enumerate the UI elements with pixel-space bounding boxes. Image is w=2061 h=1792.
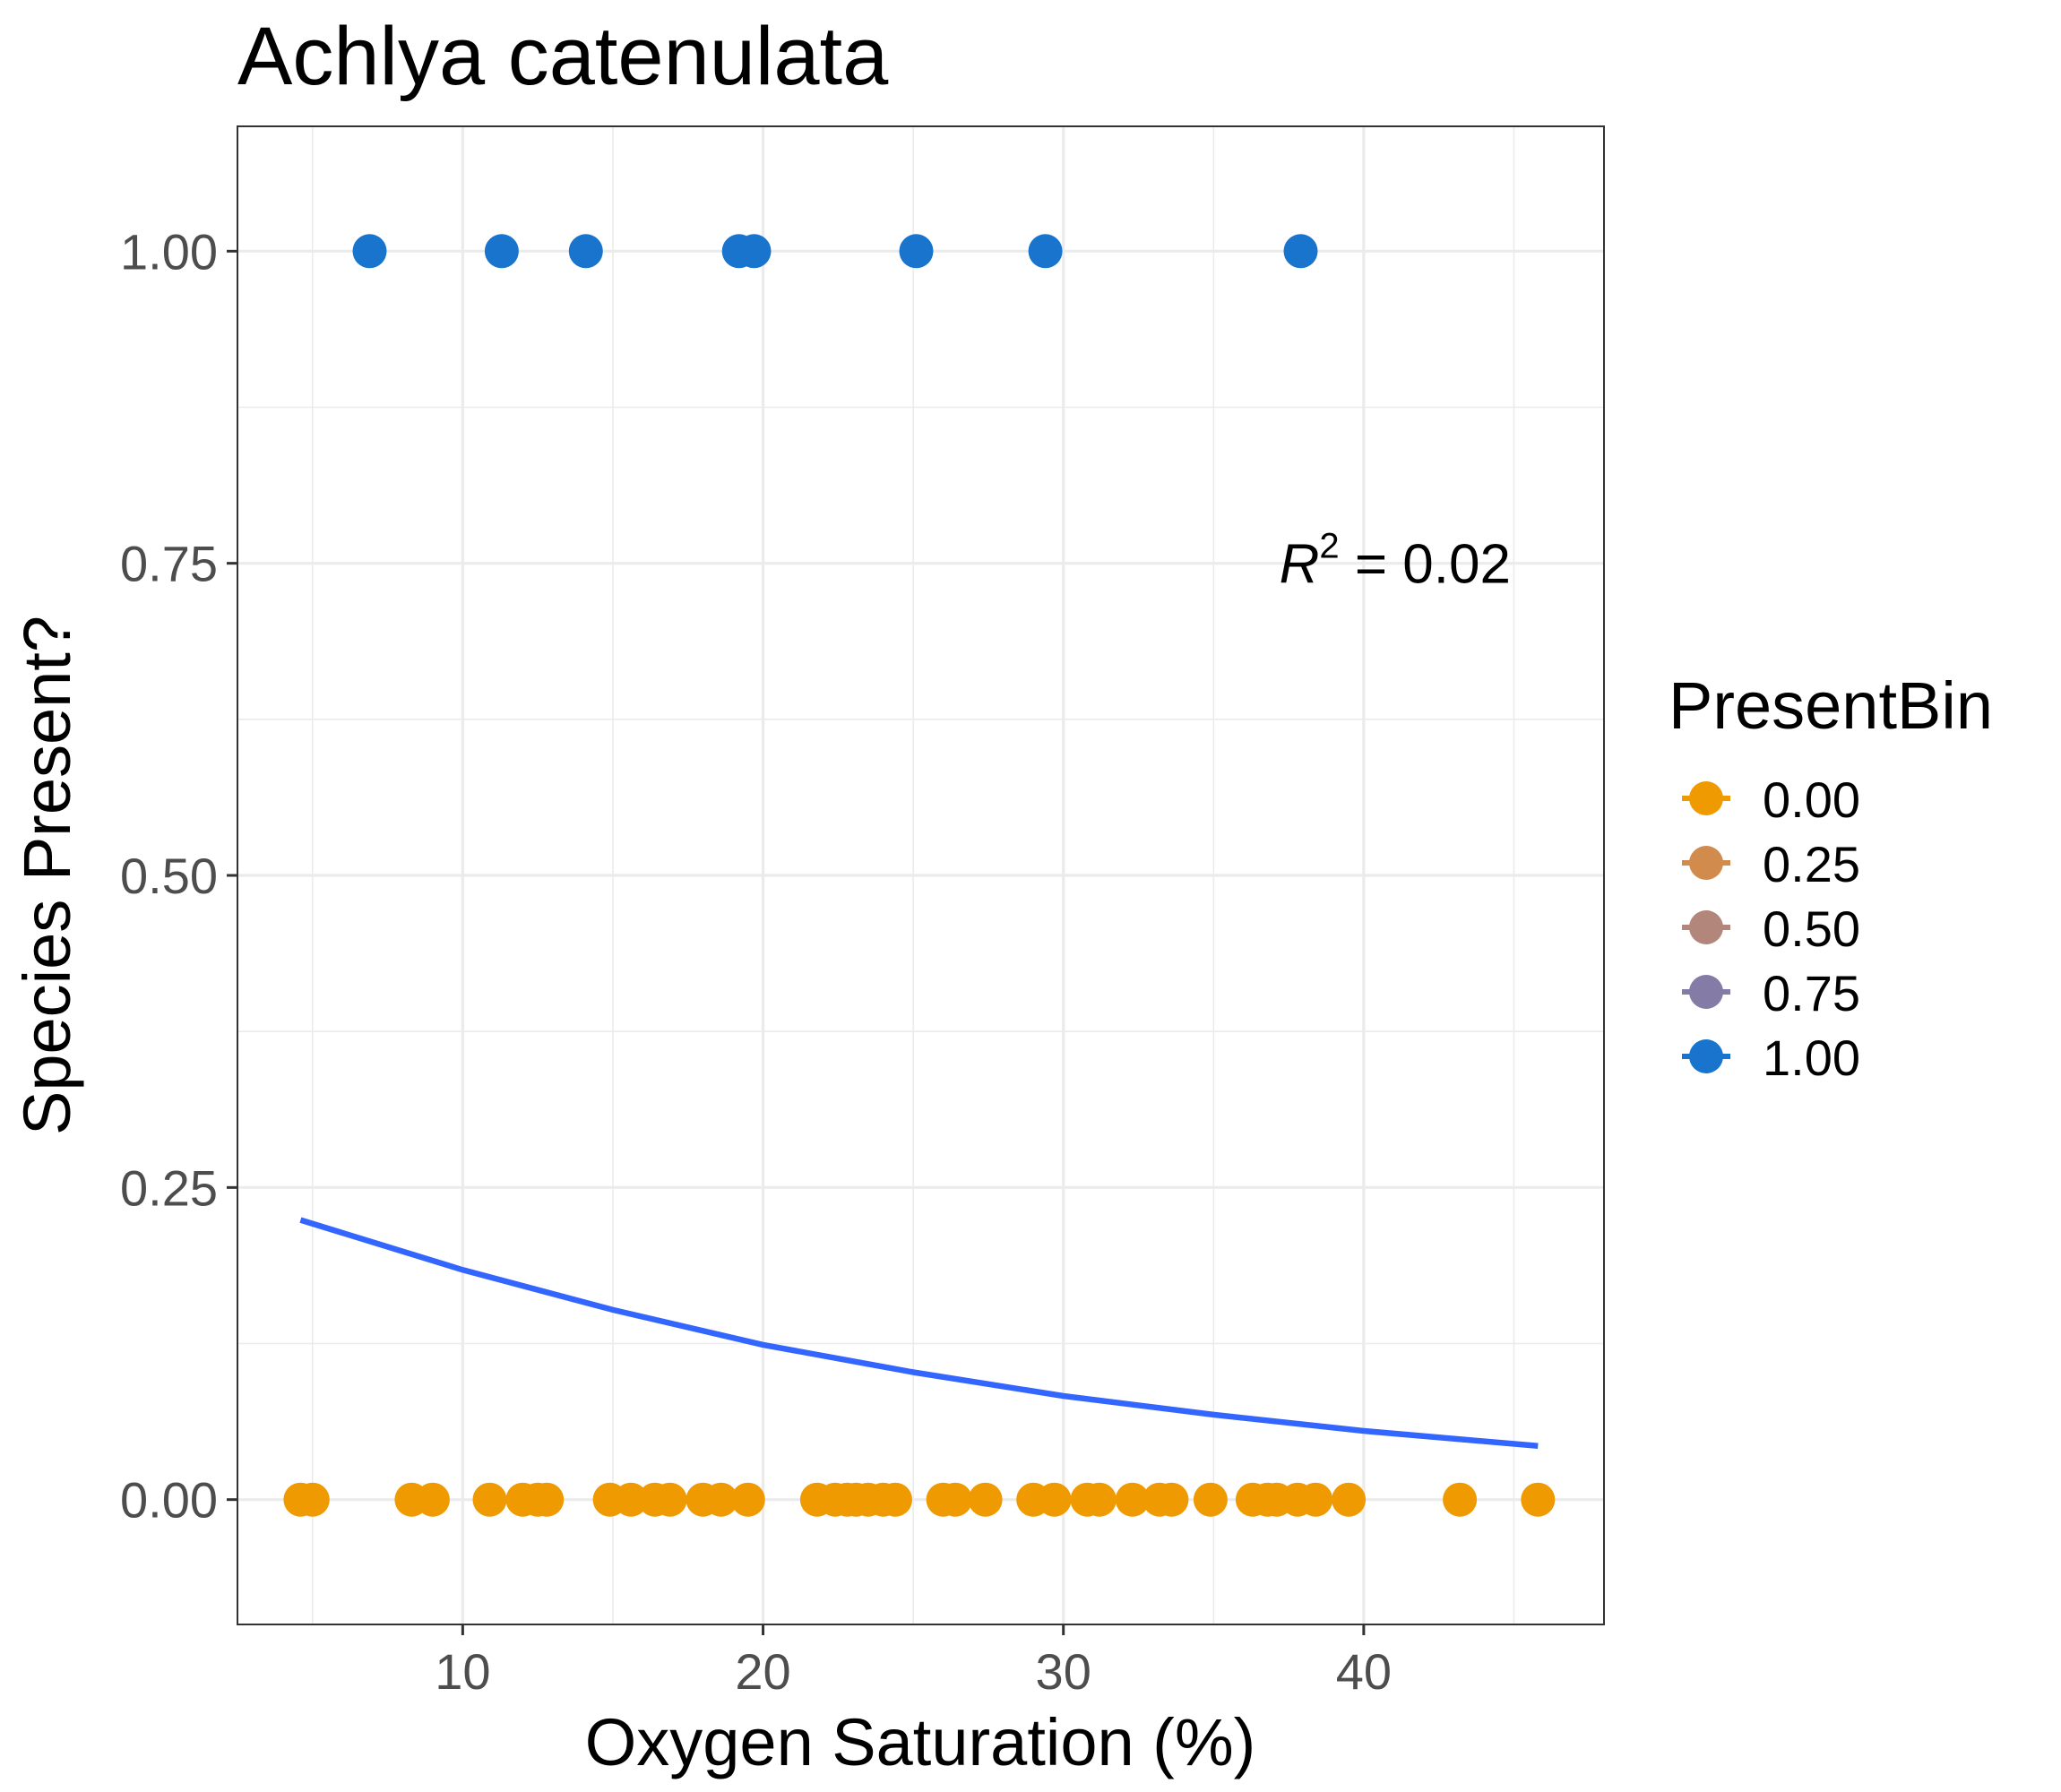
r-squared-annotation: R2 = 0.02 xyxy=(1280,527,1511,596)
data-point xyxy=(703,1482,738,1517)
grid-major-lines xyxy=(237,126,1604,1624)
data-point xyxy=(652,1482,687,1517)
chart-title: Achlya catenulata xyxy=(237,11,889,102)
data-point xyxy=(1037,1482,1072,1517)
data-point xyxy=(737,234,772,269)
y-tick-label: 0.00 xyxy=(120,1472,218,1529)
legend-key-point xyxy=(1689,910,1723,944)
legend-key-point xyxy=(1689,975,1723,1009)
legend-key-point xyxy=(1689,781,1723,815)
data-point xyxy=(352,234,387,269)
data-point xyxy=(730,1482,765,1517)
legend-label: 1.00 xyxy=(1763,1030,1860,1086)
y-tick-label: 0.25 xyxy=(120,1159,218,1216)
x-axis-title: Oxygen Saturation (%) xyxy=(585,1705,1256,1779)
fit-curve-layer xyxy=(299,1217,1539,1450)
data-point xyxy=(1115,1482,1150,1517)
data-point xyxy=(1443,1482,1478,1517)
data-point xyxy=(295,1482,330,1517)
data-point xyxy=(938,1482,972,1517)
legend-key-point xyxy=(1689,846,1723,880)
x-tick-label: 30 xyxy=(1036,1643,1091,1700)
data-point xyxy=(614,1482,649,1517)
legend-label: 0.00 xyxy=(1763,771,1860,828)
legend-item: 0.75 xyxy=(1682,965,1860,1021)
data-point xyxy=(968,1482,1003,1517)
y-axis: 0.00 0.25 0.50 0.75 1.00 xyxy=(120,223,237,1529)
data-point xyxy=(878,1482,912,1517)
fit-curve xyxy=(299,1217,1539,1450)
x-tick-label: 10 xyxy=(435,1643,490,1700)
y-tick-label: 0.75 xyxy=(120,536,218,592)
legend-item: 0.50 xyxy=(1682,900,1860,957)
x-tick-label: 40 xyxy=(1336,1643,1392,1700)
data-point xyxy=(415,1482,450,1517)
legend-item: 0.00 xyxy=(1682,771,1860,828)
data-point xyxy=(1298,1482,1333,1517)
x-tick-label: 20 xyxy=(735,1643,790,1700)
data-point xyxy=(1154,1482,1189,1517)
data-point xyxy=(484,234,519,269)
data-point xyxy=(530,1482,565,1517)
r-squared-symbol: R xyxy=(1280,534,1320,596)
y-tick-label: 1.00 xyxy=(120,223,218,280)
data-point xyxy=(899,234,934,269)
y-tick-label: 0.50 xyxy=(120,848,218,904)
legend-key-point xyxy=(1689,1039,1723,1073)
legend-item: 0.25 xyxy=(1682,836,1860,892)
r-squared-value: = 0.02 xyxy=(1340,534,1511,596)
data-point xyxy=(1193,1482,1228,1517)
data-points-layer xyxy=(283,234,1556,1517)
data-point xyxy=(1082,1482,1117,1517)
r-squared-text: R2 = 0.02 xyxy=(1280,527,1511,596)
legend-item: 1.00 xyxy=(1682,1030,1860,1086)
data-point xyxy=(568,234,603,269)
data-point xyxy=(472,1482,507,1517)
legend-label: 0.50 xyxy=(1763,900,1860,957)
legend: PresentBin 0.00 0.25 0.50 0.75 1.00 xyxy=(1669,668,1993,1086)
legend-title: PresentBin xyxy=(1669,668,1993,743)
legend-items: 0.00 0.25 0.50 0.75 1.00 xyxy=(1682,771,1860,1086)
r-squared-superscript: 2 xyxy=(1319,527,1339,566)
y-axis-title: Species Present? xyxy=(10,616,84,1135)
legend-label: 0.75 xyxy=(1763,965,1860,1021)
data-point xyxy=(1332,1482,1367,1517)
legend-label: 0.25 xyxy=(1763,836,1860,892)
data-point xyxy=(1283,234,1318,269)
data-point xyxy=(1521,1482,1556,1517)
data-point xyxy=(1028,234,1063,269)
x-axis: 10 20 30 40 xyxy=(435,1624,1392,1700)
